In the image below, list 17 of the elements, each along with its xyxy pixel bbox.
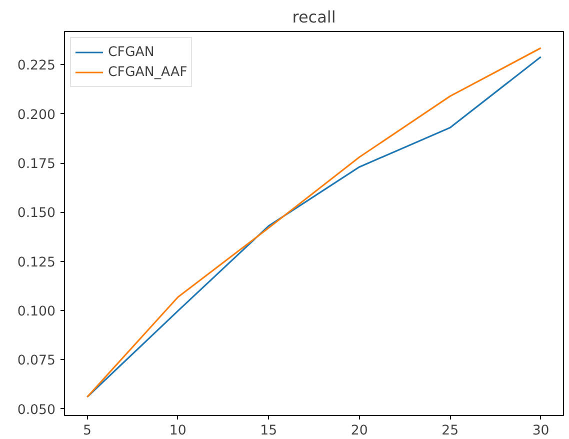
y-tick-label: 0.075 [17, 354, 56, 369]
x-tick-label: 25 [442, 424, 459, 438]
y-tick-label: 0.150 [17, 206, 56, 222]
y-tick-label: 0.100 [17, 304, 56, 320]
x-tick-label: 5 [82, 424, 92, 438]
x-tick-label: 20 [350, 424, 368, 438]
y-tick-label: 0.175 [17, 157, 56, 172]
y-tick-label: 0.125 [17, 255, 56, 270]
x-tick-label: 30 [532, 424, 550, 438]
y-tick-label: 0.200 [17, 108, 56, 123]
y-tick-label: 0.050 [17, 402, 56, 418]
legend-label: CFGAN_AAF [108, 64, 188, 80]
legend-label: CFGAN [108, 44, 154, 60]
x-tick-label: 10 [169, 424, 186, 438]
y-tick-label: 0.225 [17, 58, 56, 74]
x-tick-label: 15 [260, 424, 278, 438]
chart-title: recall [292, 8, 336, 26]
